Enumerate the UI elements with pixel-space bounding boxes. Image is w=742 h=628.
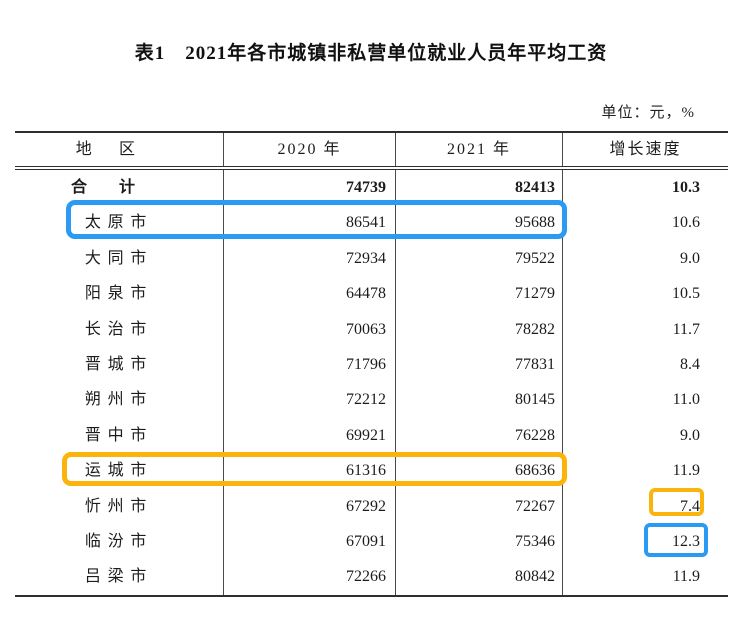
wage-table: 地区 2020 年 2021 年 增长速度 合计 74739 82413 10.… <box>15 131 728 597</box>
column-header-2021: 2021 年 <box>395 133 562 166</box>
cell-2021: 79522 <box>395 240 562 277</box>
cell-2020: 67091 <box>223 523 395 560</box>
cell-region: 阳泉市 <box>84 285 154 303</box>
cell-2021: 80842 <box>395 559 562 595</box>
table-row-lvliang: 吕梁市 72266 80842 11.9 <box>15 559 728 595</box>
table-row-shuozhou: 朔州市 72212 80145 11.0 <box>15 382 728 418</box>
cell-2020: 70063 <box>223 311 395 347</box>
cell-2021: 78282 <box>395 311 562 347</box>
table-row-changzhi: 长治市 70063 78282 11.7 <box>15 311 728 347</box>
cell-2021: 76228 <box>395 417 562 454</box>
cell-region: 临汾市 <box>84 532 154 550</box>
cell-2020: 69921 <box>223 417 395 454</box>
cell-growth: 9.0 <box>562 240 728 277</box>
cell-2021: 68636 <box>395 453 562 489</box>
cell-region: 晋中市 <box>84 426 154 444</box>
cell-growth: 10.3 <box>562 170 728 206</box>
cell-region: 合计 <box>70 179 167 196</box>
cell-2021: 72267 <box>395 488 562 524</box>
table-header-row: 地区 2020 年 2021 年 增长速度 <box>15 133 728 170</box>
cell-region: 太原市 <box>84 214 154 232</box>
cell-2020: 67292 <box>223 488 395 524</box>
table-row-yangquan: 阳泉市 64478 71279 10.5 <box>15 276 728 312</box>
column-header-2020: 2020 年 <box>223 133 395 166</box>
cell-2020: 64478 <box>223 276 395 312</box>
cell-2021: 80145 <box>395 382 562 418</box>
cell-growth: 10.5 <box>562 276 728 312</box>
cell-2020: 72934 <box>223 240 395 277</box>
cell-2020: 72212 <box>223 382 395 418</box>
cell-2021: 75346 <box>395 523 562 560</box>
column-header-growth: 增长速度 <box>562 133 728 166</box>
cell-2020: 74739 <box>223 170 395 206</box>
table-row-jinzhong: 晋中市 69921 76228 9.0 <box>15 417 728 454</box>
cell-growth: 12.3 <box>562 523 728 560</box>
cell-growth: 7.4 <box>562 488 728 524</box>
table-row-total: 合计 74739 82413 10.3 <box>15 170 728 206</box>
cell-2021: 95688 <box>395 205 562 241</box>
table-title: 表1 2021年各市城镇非私营单位就业人员年平均工资 <box>134 43 608 64</box>
cell-growth: 11.0 <box>562 382 728 418</box>
column-header-region: 地区 <box>75 141 163 158</box>
cell-region: 大同市 <box>84 249 154 267</box>
cell-growth: 11.7 <box>562 311 728 347</box>
cell-region: 忻州市 <box>84 497 154 515</box>
cell-2020: 71796 <box>223 346 395 383</box>
table-row-jincheng: 晋城市 71796 77831 8.4 <box>15 346 728 383</box>
cell-growth: 10.6 <box>562 205 728 241</box>
table-row-datong: 大同市 72934 79522 9.0 <box>15 240 728 277</box>
cell-region: 吕梁市 <box>84 568 154 586</box>
cell-growth: 11.9 <box>562 559 728 595</box>
cell-2021: 77831 <box>395 346 562 383</box>
cell-2020: 61316 <box>223 453 395 489</box>
table-row-yuncheng: 运城市 61316 68636 11.9 <box>15 453 728 489</box>
table-row-xinzhou: 忻州市 67292 72267 7.4 <box>15 488 728 524</box>
cell-region: 长治市 <box>84 320 154 338</box>
cell-region: 晋城市 <box>84 355 154 373</box>
cell-region: 朔州市 <box>84 391 154 409</box>
cell-2020: 72266 <box>223 559 395 595</box>
cell-2021: 71279 <box>395 276 562 312</box>
table-row-taiyuan: 太原市 86541 95688 10.6 <box>15 205 728 241</box>
cell-growth: 9.0 <box>562 417 728 454</box>
cell-growth: 11.9 <box>562 453 728 489</box>
unit-note: 单位：元，% <box>601 105 695 121</box>
cell-region: 运城市 <box>84 462 154 480</box>
cell-growth: 8.4 <box>562 346 728 383</box>
table-row-linfen: 临汾市 67091 75346 12.3 <box>15 523 728 560</box>
cell-2020: 86541 <box>223 205 395 241</box>
cell-2021: 82413 <box>395 170 562 206</box>
